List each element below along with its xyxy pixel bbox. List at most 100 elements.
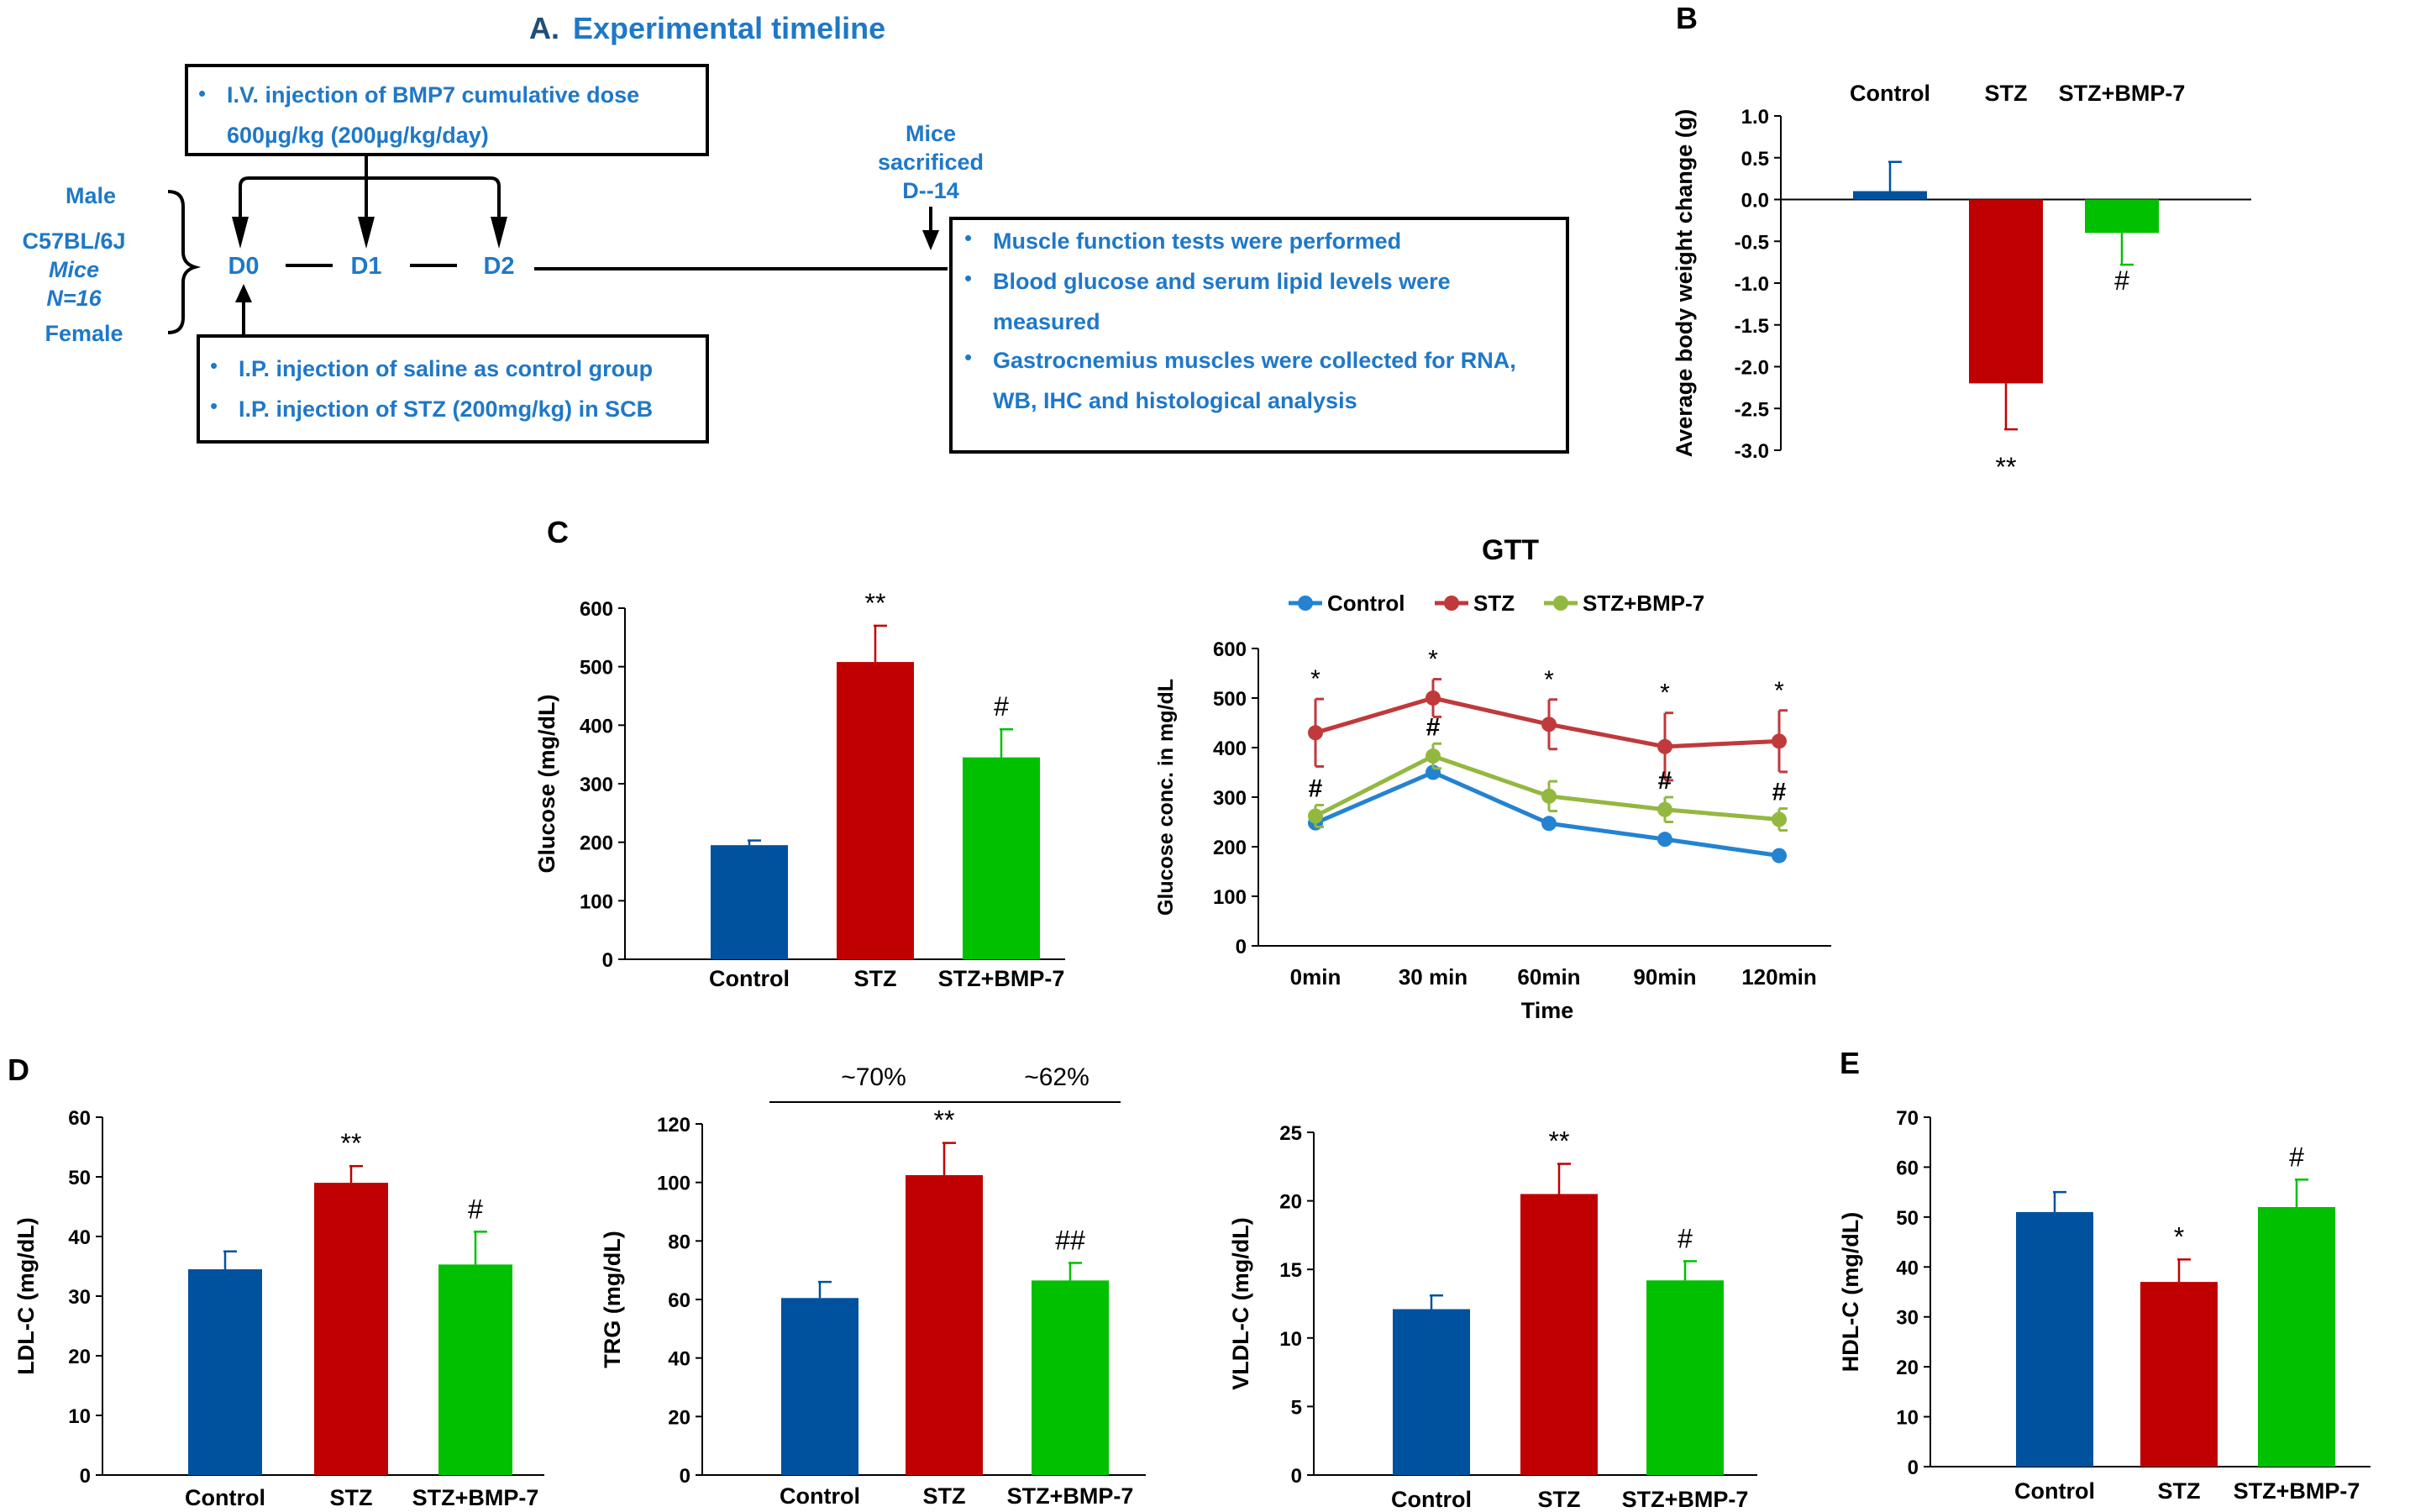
y-tick-label: 120 [657, 1114, 690, 1137]
sacrifice-line2: sacrificed [878, 150, 984, 175]
x-category-label: STZ+BMP-7 [938, 966, 1065, 991]
significance-mark: # [2289, 1142, 2304, 1172]
significance-mark: # [1309, 774, 1323, 802]
significance-mark: # [1658, 767, 1672, 795]
y-tick-label: 50 [1896, 1207, 1919, 1230]
y-tick-label: 20 [668, 1406, 690, 1429]
y-tick-label: 10 [1279, 1328, 1302, 1351]
y-tick-label: 1.0 [1741, 106, 1769, 129]
y-tick-label: 600 [580, 598, 613, 621]
legend-marker [1553, 596, 1568, 611]
y-axis-label: VLDL-C (mg/dL) [1228, 1217, 1253, 1389]
y-tick-label: 40 [1896, 1257, 1919, 1279]
x-axis-label: Time [1521, 998, 1574, 1023]
ip-line2: I.P. injection of STZ (200mg/kg) in SCB [239, 396, 653, 422]
series-line-stz-bmp-7 [1314, 753, 1780, 822]
bar-control [781, 1298, 858, 1475]
x-category-label: STZ+BMP-7 [1622, 1487, 1749, 1512]
x-tick-label: 60min [1517, 964, 1580, 990]
x-category-label: STZ [330, 1485, 373, 1510]
outcome-line2a: Blood glucose and serum lipid levels wer… [993, 269, 1451, 294]
x-category-label: Control [780, 1483, 860, 1509]
panel-label: C [547, 515, 569, 549]
mice-label: Mice [49, 257, 99, 282]
bar-stz-bmp-7 [1646, 1280, 1724, 1475]
y-tick-label: 70 [1896, 1107, 1919, 1130]
d1-arrow-head [358, 217, 375, 249]
bar-stz-bmp-7 [963, 757, 1040, 959]
data-point [1308, 725, 1323, 741]
significance-mark: * [1428, 646, 1438, 674]
bar-stz [2140, 1282, 2218, 1467]
y-tick-label: 20 [1279, 1191, 1302, 1214]
x-tick-label: 90min [1633, 964, 1696, 990]
y-tick-label: 30 [68, 1286, 91, 1309]
y-tick-label: 25 [1279, 1122, 1302, 1145]
y-tick-label: -2.5 [1735, 398, 1769, 421]
chart-gtt: GTT 0 100 200 300 400 500 600 0min 30 min 60min 90m… [1154, 534, 1831, 1023]
y-tick-label: 300 [580, 774, 613, 796]
y-tick-label: 0.5 [1741, 148, 1769, 171]
significance-mark: ** [1549, 1126, 1570, 1157]
y-axis-label: LDL-C (mg/dL) [13, 1217, 39, 1374]
bar-control [711, 845, 788, 959]
panel-label: B [1676, 1, 1698, 35]
day-d0: D0 [228, 253, 259, 280]
significance-mark: # [1678, 1223, 1693, 1253]
significance-mark: * [1310, 665, 1321, 693]
sacrifice-arrow-head [922, 230, 939, 250]
y-axis-label: TRG (mg/dL) [600, 1231, 625, 1368]
d2-arrow-head [491, 217, 507, 249]
female-label: Female [45, 321, 123, 346]
data-point [1308, 808, 1323, 824]
x-tick-label: 30 min [1399, 964, 1468, 990]
legend-marker [1444, 596, 1459, 611]
y-tick-label: 0 [1908, 1457, 1919, 1479]
bullet: • [964, 344, 972, 370]
significance-mark: * [1544, 666, 1554, 694]
y-tick-label: 400 [1213, 738, 1247, 760]
chart-vldl: 0 5 10 15 20 25 Control ** STZ # STZ+BMP-7 VLDL-C (… [1228, 1122, 1757, 1512]
data-point [1657, 738, 1672, 754]
x-category-label: STZ+BMP-7 [412, 1485, 539, 1510]
bullet: • [210, 393, 218, 418]
data-point [1772, 811, 1787, 827]
data-point [1426, 690, 1441, 706]
y-axis-label: HDL-C (mg/dL) [1838, 1212, 1863, 1372]
y-tick-label: -3.0 [1735, 440, 1769, 463]
chart-c1: 0 100 200 300 400 500 600 Control ** STZ # STZ+BMP-… [534, 515, 1065, 991]
significance-mark: * [1660, 680, 1670, 707]
bar-stz-bmp-7 [438, 1264, 512, 1475]
y-tick-label: 0.0 [1741, 190, 1769, 213]
y-tick-label: 40 [68, 1226, 91, 1249]
x-category-label: STZ [1538, 1487, 1581, 1512]
y-tick-label: 5 [1291, 1396, 1302, 1419]
significance-mark: * [1774, 677, 1784, 705]
bar-control [1853, 191, 1927, 200]
curly-brace [167, 190, 202, 334]
y-tick-label: 50 [68, 1167, 91, 1189]
y-tick-label: 400 [580, 715, 613, 738]
y-tick-label: 0 [1236, 936, 1247, 958]
x-category-label: STZ+BMP-7 [2234, 1478, 2360, 1504]
bullet: • [198, 81, 206, 106]
y-tick-label: 0 [80, 1465, 91, 1488]
outcome-line1: Muscle function tests were performed [993, 228, 1401, 254]
bar-control [2016, 1211, 2093, 1467]
y-tick-label: 15 [1279, 1259, 1302, 1282]
legend-label: STZ+BMP-7 [1583, 591, 1704, 616]
y-tick-label: 100 [1213, 886, 1247, 909]
bar-stz [906, 1174, 983, 1475]
y-tick-label: 20 [68, 1346, 91, 1368]
y-tick-label: 30 [1896, 1307, 1919, 1330]
significance-mark: ** [934, 1105, 955, 1136]
chart-trg: 0 20 40 60 80 100 120 Control ** STZ ## STZ+BMP-7 TR… [600, 1063, 1146, 1509]
y-tick-label: 20 [1896, 1357, 1919, 1379]
d0-arrow-head [232, 217, 249, 249]
legend-label: STZ [1473, 591, 1515, 616]
panel-a-letter: A. [529, 11, 559, 45]
legend-marker [1298, 596, 1313, 611]
chart-ldl: 0 10 20 30 40 50 60 Control ** STZ # STZ+BMP-7 LDL-C… [8, 1053, 544, 1510]
data-point [1657, 801, 1672, 817]
